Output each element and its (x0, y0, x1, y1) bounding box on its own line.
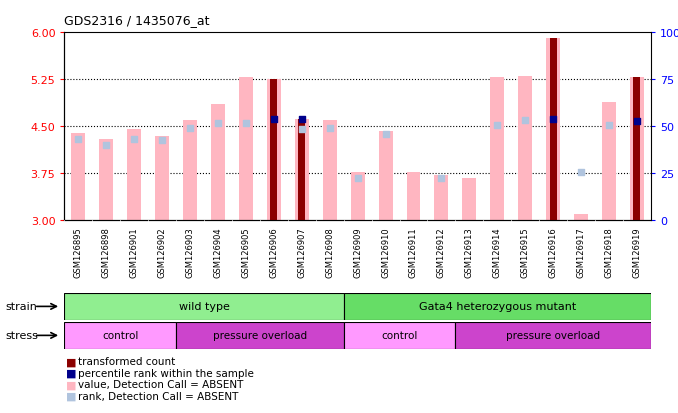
Point (268, 116, 279, 123)
Point (296, 116, 307, 123)
Text: GSM126904: GSM126904 (214, 227, 222, 277)
Text: value, Detection Call = ABSENT: value, Detection Call = ABSENT (78, 380, 243, 389)
Bar (295, 119, 308, 221)
Bar (323, 121, 337, 221)
Text: rank, Detection Call = ABSENT: rank, Detection Call = ABSENT (78, 391, 239, 401)
Text: control: control (102, 330, 138, 341)
Text: GDS2316 / 1435076_at: GDS2316 / 1435076_at (64, 14, 210, 27)
Bar (239, 78, 253, 221)
Text: GSM126911: GSM126911 (409, 227, 418, 277)
Text: GSM126898: GSM126898 (102, 227, 111, 277)
Text: control: control (381, 330, 418, 341)
Text: GSM126913: GSM126913 (465, 227, 474, 277)
Point (157, 138, 167, 144)
Bar (176, 322, 344, 349)
Bar (546, 39, 560, 221)
Bar (71, 133, 85, 221)
Text: stress: stress (5, 330, 38, 340)
Bar (271, 80, 277, 221)
Bar (462, 178, 477, 221)
Bar (550, 39, 557, 221)
Text: GSM126912: GSM126912 (437, 227, 446, 277)
Bar (633, 78, 641, 221)
Text: GSM126917: GSM126917 (576, 227, 586, 277)
Bar (407, 172, 420, 221)
Text: GSM126895: GSM126895 (74, 227, 83, 277)
Text: transformed count: transformed count (78, 356, 175, 366)
Point (603, 122, 614, 129)
Point (631, 119, 642, 125)
Bar (602, 103, 616, 221)
Bar (490, 78, 504, 221)
Bar (574, 215, 588, 221)
Bar (183, 121, 197, 221)
Text: GSM126901: GSM126901 (129, 227, 139, 277)
Bar (351, 172, 365, 221)
Text: GSM126909: GSM126909 (353, 227, 362, 277)
Text: percentile rank within the sample: percentile rank within the sample (78, 368, 254, 378)
Text: pressure overload: pressure overload (506, 330, 600, 341)
Point (73, 136, 84, 143)
Text: ■: ■ (66, 368, 77, 378)
Point (576, 169, 586, 176)
Bar (435, 175, 448, 221)
Text: GSM126903: GSM126903 (186, 227, 195, 277)
Point (520, 117, 531, 124)
Text: ■: ■ (66, 391, 77, 401)
Text: GSM126908: GSM126908 (325, 227, 334, 277)
Text: pressure overload: pressure overload (213, 330, 307, 341)
Point (184, 125, 195, 132)
Text: ■: ■ (66, 380, 77, 389)
Point (436, 175, 447, 182)
Bar (630, 78, 644, 221)
Text: GSM126907: GSM126907 (297, 227, 306, 277)
Bar (211, 105, 225, 221)
Bar (64, 293, 344, 320)
Text: GSM126915: GSM126915 (521, 227, 530, 277)
Bar (127, 130, 141, 221)
Point (380, 131, 391, 138)
Text: Gata4 heterozygous mutant: Gata4 heterozygous mutant (418, 301, 576, 312)
Text: wild type: wild type (178, 301, 229, 312)
Bar (298, 119, 305, 221)
Text: strain: strain (5, 301, 37, 311)
Point (213, 121, 224, 127)
Text: GSM126918: GSM126918 (605, 227, 614, 277)
Text: GSM126919: GSM126919 (633, 227, 641, 277)
Text: GSM126906: GSM126906 (269, 227, 279, 277)
Point (241, 121, 252, 127)
Point (296, 127, 307, 133)
Text: ■: ■ (66, 356, 77, 366)
Point (353, 175, 363, 182)
Bar (378, 132, 393, 221)
Bar (456, 322, 651, 349)
Bar (344, 293, 651, 320)
Text: GSM126916: GSM126916 (549, 227, 557, 277)
Point (101, 142, 112, 149)
Text: GSM126902: GSM126902 (158, 227, 167, 277)
Text: GSM126910: GSM126910 (381, 227, 390, 277)
Point (324, 125, 335, 132)
Bar (155, 136, 169, 221)
Bar (99, 140, 113, 221)
Point (492, 122, 502, 129)
Text: GSM126914: GSM126914 (493, 227, 502, 277)
Bar (64, 322, 176, 349)
Bar (518, 77, 532, 221)
Point (548, 116, 559, 123)
Bar (344, 322, 456, 349)
Point (129, 136, 140, 143)
Bar (267, 80, 281, 221)
Text: GSM126905: GSM126905 (241, 227, 250, 277)
